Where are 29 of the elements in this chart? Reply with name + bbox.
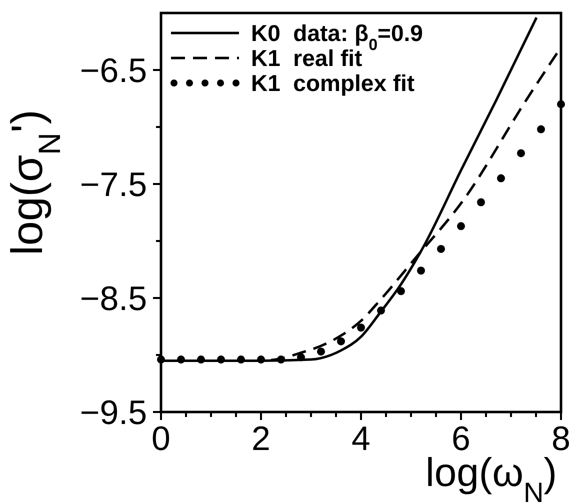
point — [357, 324, 365, 332]
y-tick-label: −8.5 — [80, 280, 147, 318]
point — [257, 356, 265, 364]
point — [317, 348, 325, 356]
point — [177, 356, 185, 364]
point — [457, 222, 465, 230]
point — [157, 356, 165, 364]
point — [217, 356, 225, 364]
point — [537, 125, 545, 134]
y-tick-label: −7.5 — [80, 166, 147, 204]
point — [397, 287, 405, 296]
point — [377, 306, 385, 315]
point — [437, 244, 445, 253]
y-tick-label: −6.5 — [80, 52, 147, 90]
x-tick-label: 4 — [352, 420, 370, 458]
y-tick-label: −9.5 — [80, 394, 147, 432]
point — [517, 149, 525, 158]
x-tick-label: 0 — [152, 420, 170, 458]
point — [557, 100, 565, 108]
point — [497, 174, 505, 182]
point — [237, 356, 245, 364]
point — [277, 356, 285, 364]
point — [417, 266, 425, 275]
point — [477, 198, 485, 206]
point — [297, 353, 305, 362]
point — [197, 356, 205, 364]
point — [337, 337, 345, 346]
legend-label: K1 complex fit — [251, 70, 415, 96]
x-tick-label: 2 — [252, 420, 270, 458]
